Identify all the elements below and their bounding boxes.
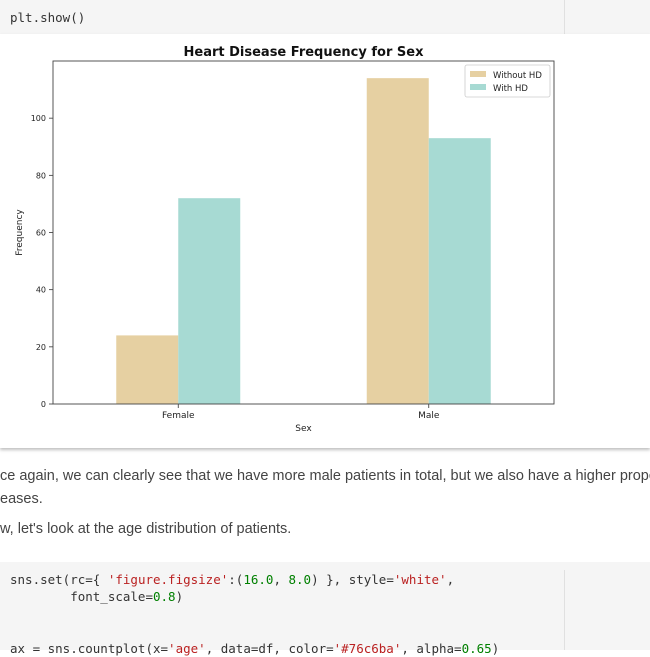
plot-frame xyxy=(52,60,555,405)
code-cell-top[interactable]: plt.show() xyxy=(0,0,650,34)
code-token: :( xyxy=(228,572,244,587)
markdown-line-1: ce again, we can clearly see that we hav… xyxy=(0,468,650,484)
legend-label: With HD xyxy=(493,84,528,94)
code-line[interactable]: plt.show() xyxy=(10,10,86,25)
bar-with-hd-male xyxy=(428,138,491,405)
bar-chart: Heart Disease Frequency for Sex Female Mal… xyxy=(15,45,555,434)
chart-title: Heart Disease Frequency for Sex xyxy=(184,45,425,60)
x-tick-label-female: Female xyxy=(162,411,195,421)
bar-with-hd-female xyxy=(178,198,241,404)
code-line-1[interactable]: sns.set(rc={ 'figure.figsize':(16.0, 8.0… xyxy=(10,571,454,588)
code-token: , xyxy=(273,572,289,587)
y-tick-label: 60 xyxy=(36,229,46,238)
code-token: ) xyxy=(491,641,500,656)
legend-label: Without HD xyxy=(493,71,542,81)
bar-without-hd-male xyxy=(366,78,429,405)
markdown-line-3: w, let's look at the age distribution of… xyxy=(0,521,292,537)
code-number: 8.0 xyxy=(288,572,312,587)
code-string: '#76c6ba' xyxy=(333,641,402,656)
x-axis-label: Sex xyxy=(295,424,312,434)
code-token: ) xyxy=(175,589,184,604)
code-number: 0.8 xyxy=(153,589,176,604)
legend-swatch xyxy=(470,71,486,77)
legend-box xyxy=(464,64,551,98)
x-tick-label-male: Male xyxy=(418,411,440,421)
code-token: , alpha= xyxy=(401,641,462,656)
bar-without-hd-female xyxy=(116,335,179,404)
code-number: 16.0 xyxy=(243,572,274,587)
code-string: 'figure.figsize' xyxy=(107,572,229,587)
code-token: , data=df, color= xyxy=(205,641,334,656)
code-token: , xyxy=(446,572,455,587)
code-number: 0.65 xyxy=(461,641,492,656)
code-token: sns.set(rc={ xyxy=(10,572,108,587)
code-string: 'age' xyxy=(168,641,206,656)
cell-output: Heart Disease Frequency for Sex Female Mal… xyxy=(0,34,650,448)
code-token: ) }, style= xyxy=(311,572,394,587)
y-tick-label: 0 xyxy=(41,400,46,409)
y-tick-label: 40 xyxy=(36,286,46,295)
y-tick-label: 20 xyxy=(36,343,46,352)
code-token: ax = sns.countplot(x= xyxy=(10,641,169,656)
cell-divider xyxy=(564,0,565,34)
y-tick-label: 100 xyxy=(31,114,46,123)
code-line-2[interactable]: font_scale=0.8) xyxy=(10,588,183,605)
markdown-line-2: eases. xyxy=(0,491,43,507)
code-line-3[interactable]: ax = sns.countplot(x='age', data=df, col… xyxy=(10,640,499,657)
cell-divider xyxy=(564,570,565,650)
legend-swatch xyxy=(470,84,486,90)
code-token: font_scale= xyxy=(10,589,153,604)
code-cell-bottom[interactable]: sns.set(rc={ 'figure.figsize':(16.0, 8.0… xyxy=(0,562,650,656)
y-axis-label: Frequency xyxy=(15,209,25,256)
code-string: 'white' xyxy=(393,572,447,587)
y-tick-label: 80 xyxy=(36,171,46,180)
